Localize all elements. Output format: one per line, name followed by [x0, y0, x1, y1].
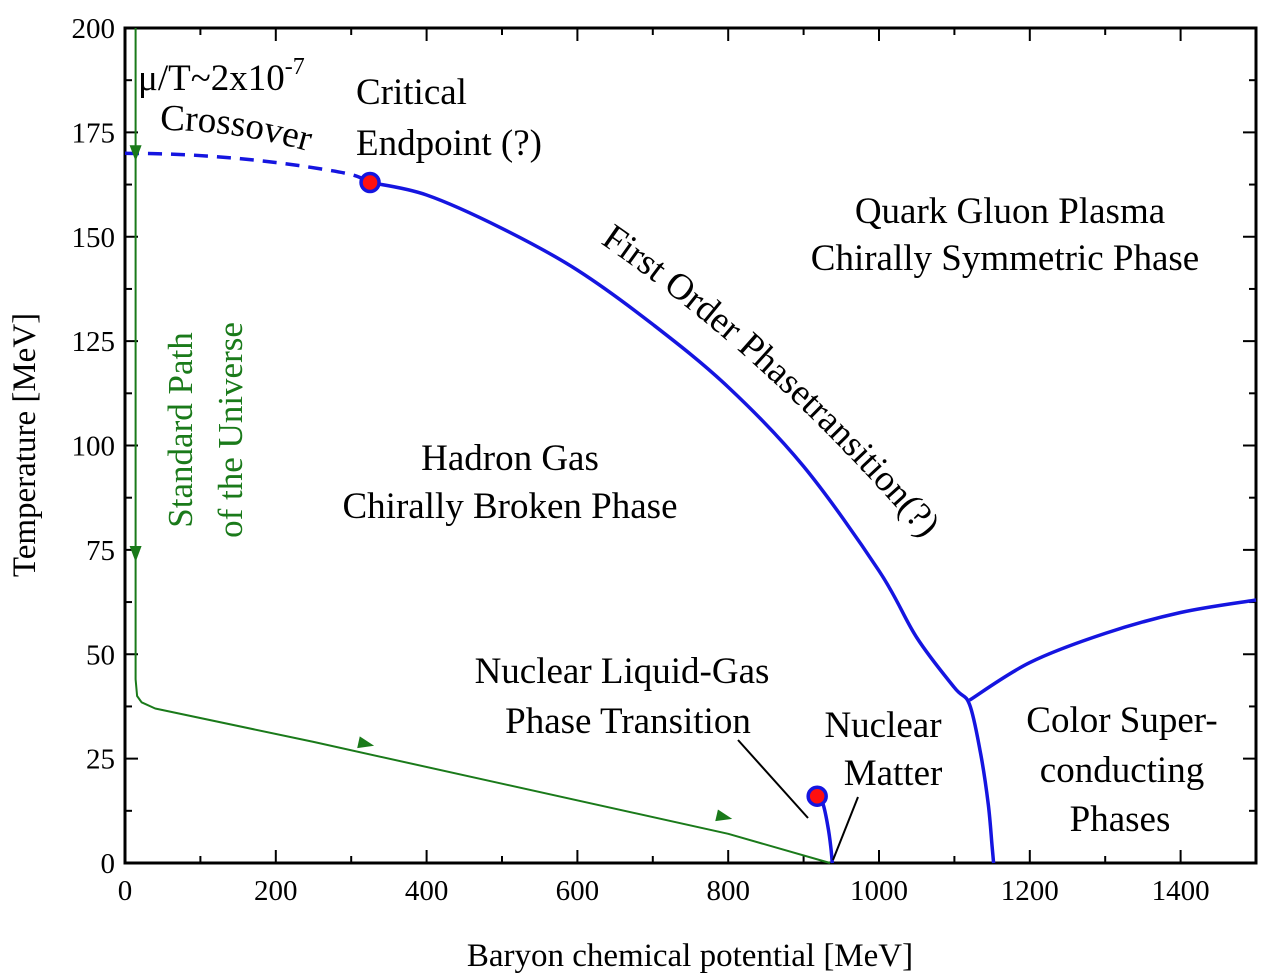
nuclear-matter-label-line2: Matter — [844, 753, 943, 794]
x-axis-ticks: 0 200 400 600 800 1000 1200 1400 — [118, 28, 1257, 907]
point-layer — [359, 171, 828, 807]
y-tick-label: 75 — [86, 535, 115, 567]
x-tick-label: 1200 — [1001, 875, 1059, 907]
y-tick-label: 50 — [86, 639, 115, 671]
critical-endpoint-label-line1: Critical — [356, 72, 467, 113]
hadron-gas-label-line2: Chirally Broken Phase — [342, 486, 677, 527]
nuclear-matter-label-line1: Nuclear — [824, 705, 941, 746]
liquid-gas-label-line2: Phase Transition — [505, 701, 751, 742]
crossover-line — [124, 151, 371, 185]
qgp-label-line1: Quark Gluon Plasma — [855, 191, 1165, 232]
x-axis-title: Baryon chemical potential [MeV] — [467, 938, 913, 974]
y-tick-label: 125 — [72, 326, 116, 358]
x-tick-label: 800 — [706, 875, 750, 907]
x-tick-label: 0 — [118, 875, 133, 907]
x-tick-label: 1000 — [850, 875, 908, 907]
x-tick-label: 400 — [405, 875, 449, 907]
mu-t-ratio-label: μ/T~2x10-7 — [138, 54, 305, 99]
phase-boundary-line-2 — [968, 598, 1257, 702]
y-tick-label: 200 — [72, 13, 116, 45]
nuclear-matter-pointer — [832, 796, 859, 861]
critical-point-marker — [806, 785, 828, 807]
crossover-label: Crossover — [160, 98, 317, 160]
x-tick-label: 1400 — [1152, 875, 1210, 907]
y-tick-label: 150 — [72, 222, 116, 254]
standard-path-label-line2: of the Universe — [211, 322, 250, 538]
mu-t-ratio-base: μ/T~2x10 — [138, 58, 285, 99]
qgp-label-line2: Chirally Symmetric Phase — [811, 238, 1199, 279]
liquid-gas-pointer — [737, 739, 809, 819]
crossover-label-path: Crossover — [160, 98, 317, 160]
universe-path-arrowhead — [129, 546, 142, 562]
x-tick-label: 600 — [556, 875, 600, 907]
color-superconducting-label-line3: Phases — [1070, 799, 1171, 840]
liquid-gas-label-line1: Nuclear Liquid-Gas — [475, 651, 770, 692]
plot-area: 0 200 400 600 800 1000 1200 1400 0 25 50 75 100 125 1… — [72, 13, 1258, 907]
universe-path-line — [134, 28, 831, 864]
color-superconducting-label-line1: Color Super- — [1026, 700, 1217, 741]
critical-point-marker — [359, 171, 381, 194]
critical-endpoint-label-line2: Endpoint (?) — [356, 123, 542, 164]
color-superconducting-label-line2: conducting — [1040, 750, 1204, 791]
y-tick-label: 100 — [72, 431, 116, 463]
y-tick-label: 175 — [72, 117, 116, 149]
universe-path-arrowhead — [715, 809, 733, 822]
x-tick-label: 200 — [254, 875, 298, 907]
hadron-gas-label-line1: Hadron Gas — [421, 438, 599, 479]
mu-t-ratio-exponent: -7 — [285, 54, 305, 80]
phase-boundary-line-1 — [369, 180, 996, 864]
y-tick-label: 0 — [101, 848, 116, 880]
standard-path-label-line1: Standard Path — [161, 332, 200, 528]
universe-path-arrowhead — [129, 145, 142, 162]
y-tick-label: 25 — [86, 744, 115, 776]
series-layer — [124, 28, 1257, 864]
y-axis-title: Temperature [MeV] — [7, 313, 43, 577]
universe-path-arrowhead — [357, 736, 375, 749]
